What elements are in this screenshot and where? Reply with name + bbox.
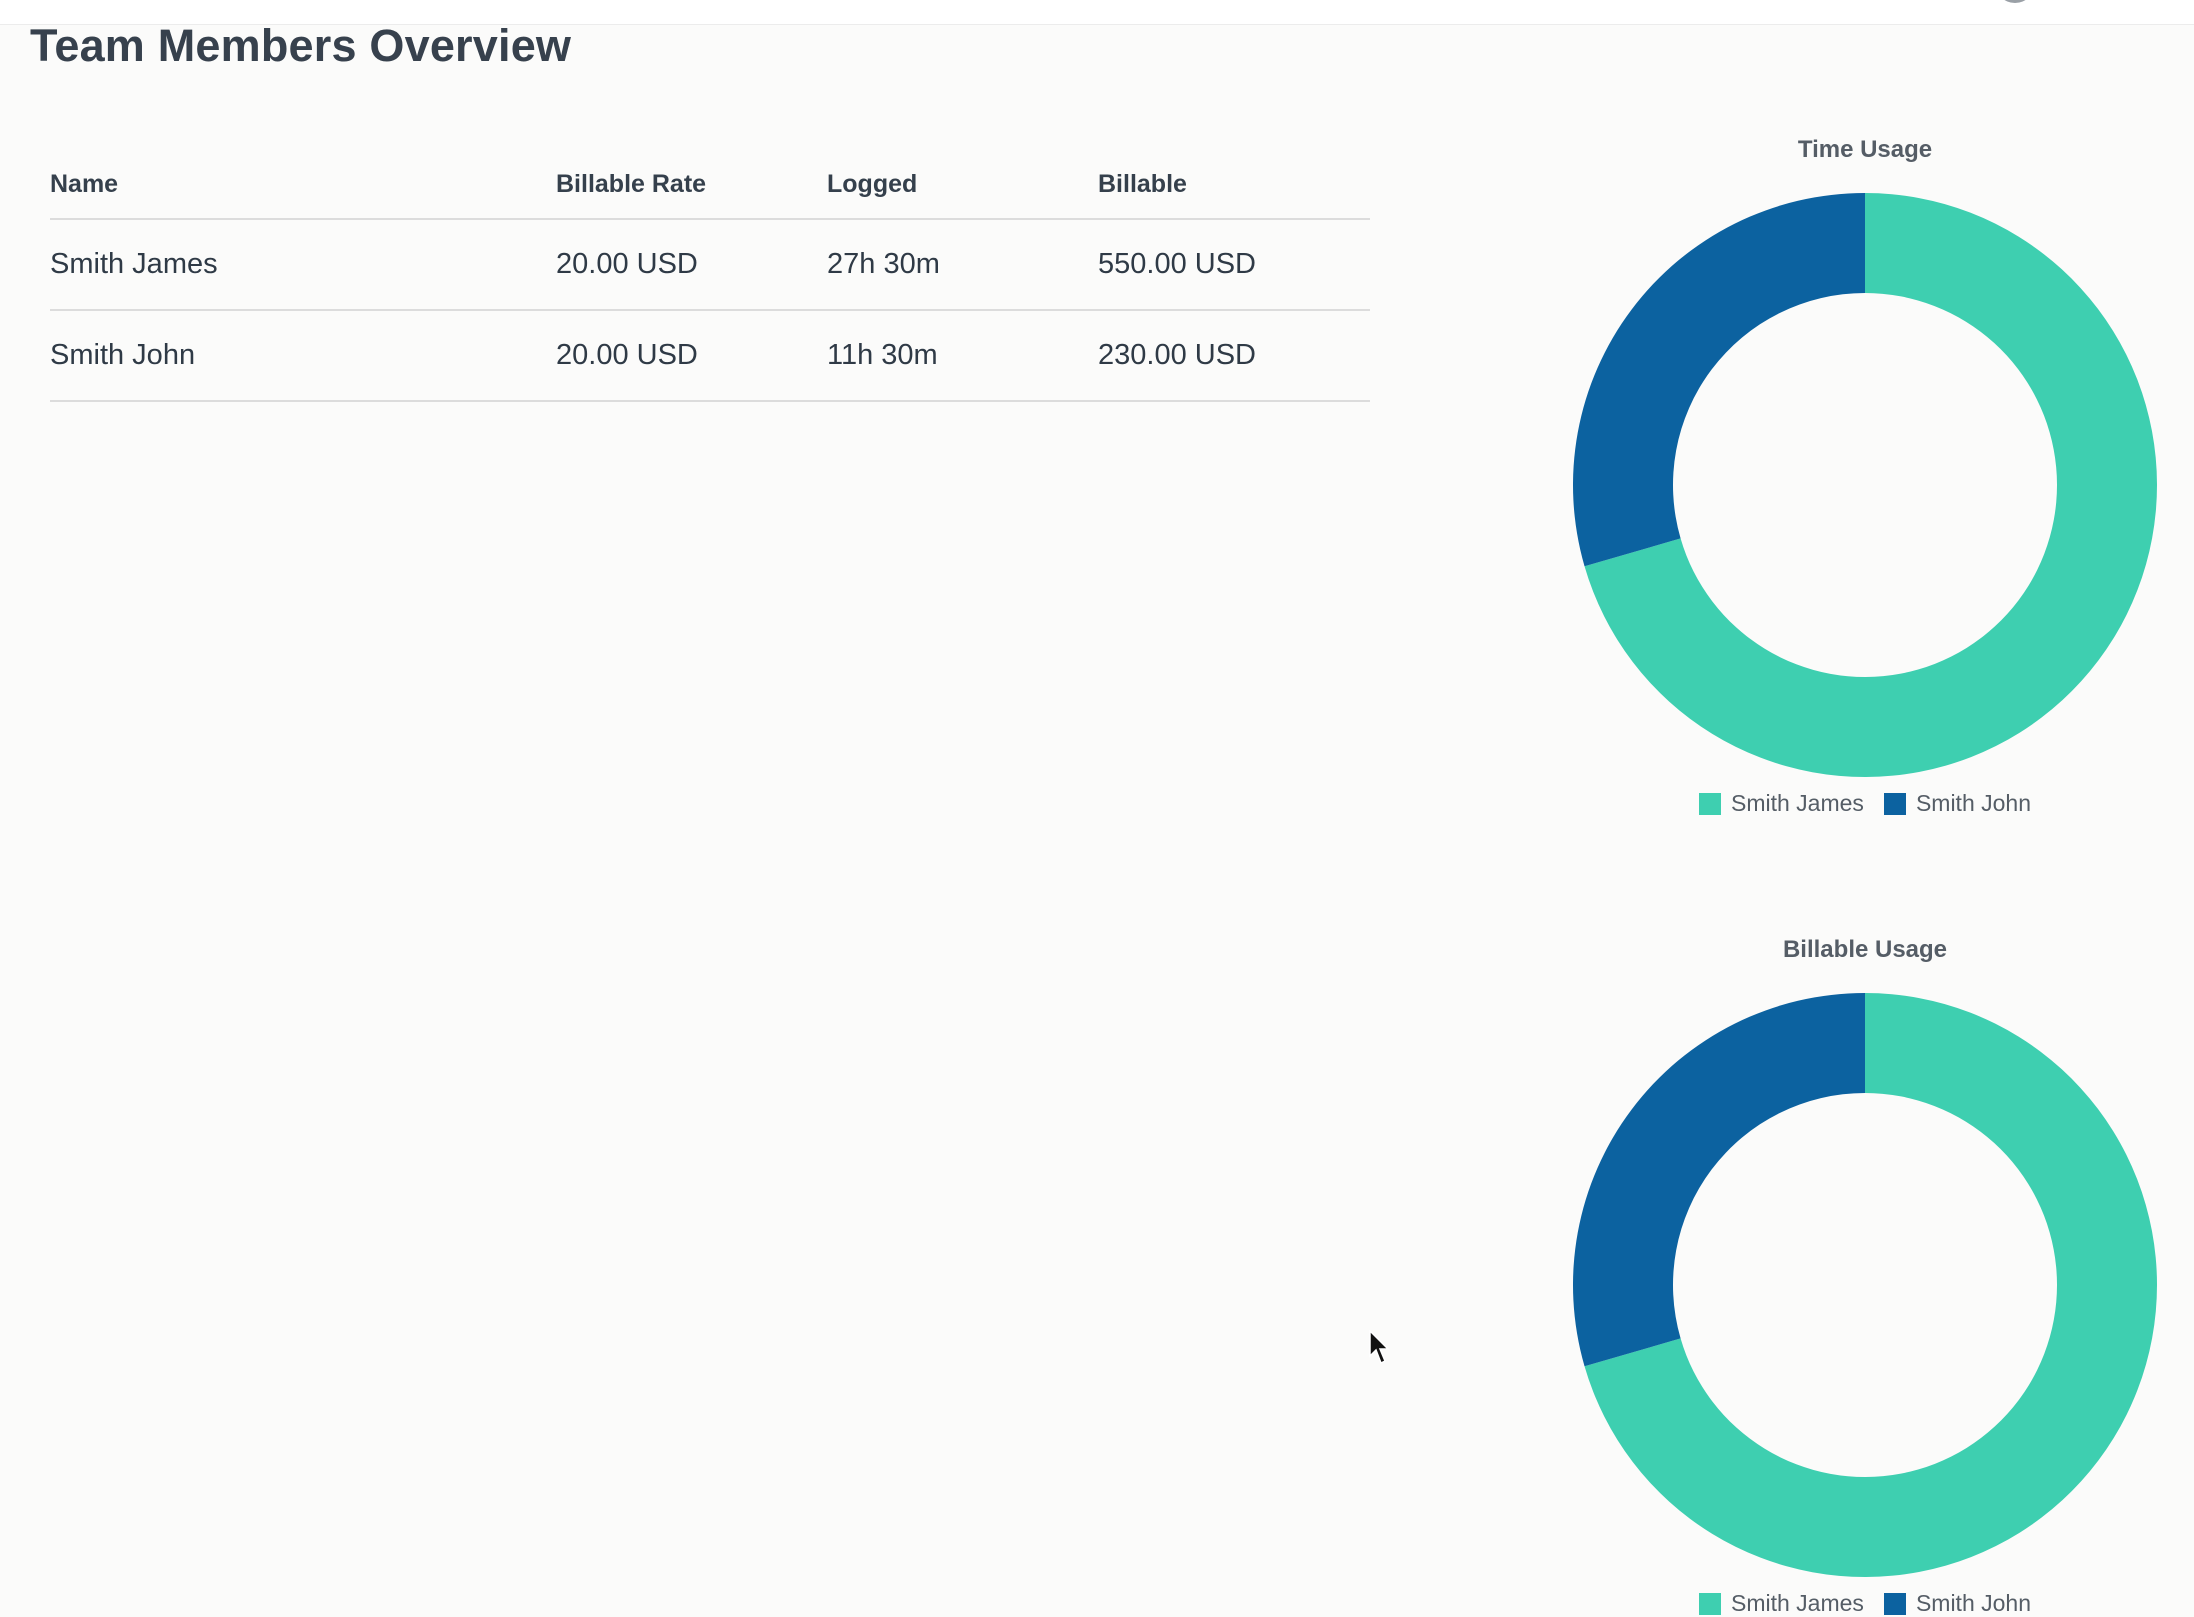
billable-rate-cell: 20.00 USD [556, 219, 827, 311]
billable-cell: 550.00 USD [1098, 219, 1370, 311]
donut-slice-smith-john[interactable] [1573, 993, 1865, 1367]
table-row[interactable]: Smith James 20.00 USD 27h 30m 550.00 USD [50, 219, 1370, 311]
legend-label: Smith James [1731, 790, 1864, 816]
column-header-billable[interactable]: Billable [1098, 150, 1370, 220]
billable-usage-chart: Billable Usage Smith James Smith John [1560, 930, 2170, 1616]
billable-usage-donut [1573, 993, 2157, 1577]
legend-swatch [1699, 1592, 1721, 1615]
chart-title: Time Usage [1797, 136, 1933, 163]
legend-item[interactable]: Smith John [1883, 1590, 2031, 1617]
column-header-name[interactable]: Name [50, 150, 556, 220]
legend-item[interactable]: Smith John [1883, 790, 2031, 817]
legend-item[interactable]: Smith James [1699, 1590, 1864, 1617]
billable-rate-cell: 20.00 USD [556, 310, 827, 402]
time-usage-chart: Time Usage Smith James Smith John [1560, 130, 2170, 830]
legend-label: Smith John [1915, 790, 2031, 816]
table-header-row: Name Billable Rate Logged Billable [50, 150, 1370, 220]
billable-cell: 230.00 USD [1098, 310, 1370, 402]
table-row[interactable]: Smith John 20.00 USD 11h 30m 230.00 USD [50, 310, 1370, 402]
page-title: Team Members Overview [30, 20, 572, 71]
chart-legend: Smith James Smith John [1560, 790, 2170, 817]
donut-slice-smith-james[interactable] [1584, 193, 2157, 777]
donut-slice-smith-james[interactable] [1584, 993, 2157, 1577]
legend-item[interactable]: Smith James [1699, 790, 1864, 817]
legend-swatch [1883, 792, 1906, 815]
donut-slice-smith-john[interactable] [1573, 193, 1865, 567]
legend-label: Smith James [1731, 1590, 1864, 1616]
member-name-cell: Smith John [50, 310, 556, 402]
top-bar [0, 0, 2194, 25]
team-members-table: Name Billable Rate Logged Billable Smith… [50, 150, 1370, 402]
logged-cell: 27h 30m [827, 219, 1098, 311]
column-header-logged[interactable]: Logged [827, 150, 1098, 220]
chart-title: Billable Usage [1782, 936, 1948, 963]
time-usage-donut [1573, 193, 2157, 777]
legend-swatch [1883, 1592, 1906, 1615]
logged-cell: 11h 30m [827, 310, 1098, 402]
column-header-billable-rate[interactable]: Billable Rate [556, 150, 827, 220]
legend-swatch [1699, 792, 1721, 815]
chart-legend: Smith James Smith John [1560, 1590, 2170, 1617]
avatar[interactable] [1995, 0, 2035, 3]
member-name-cell: Smith James [50, 219, 556, 311]
legend-label: Smith John [1915, 1590, 2031, 1616]
mouse-cursor-icon [1369, 1330, 1390, 1365]
